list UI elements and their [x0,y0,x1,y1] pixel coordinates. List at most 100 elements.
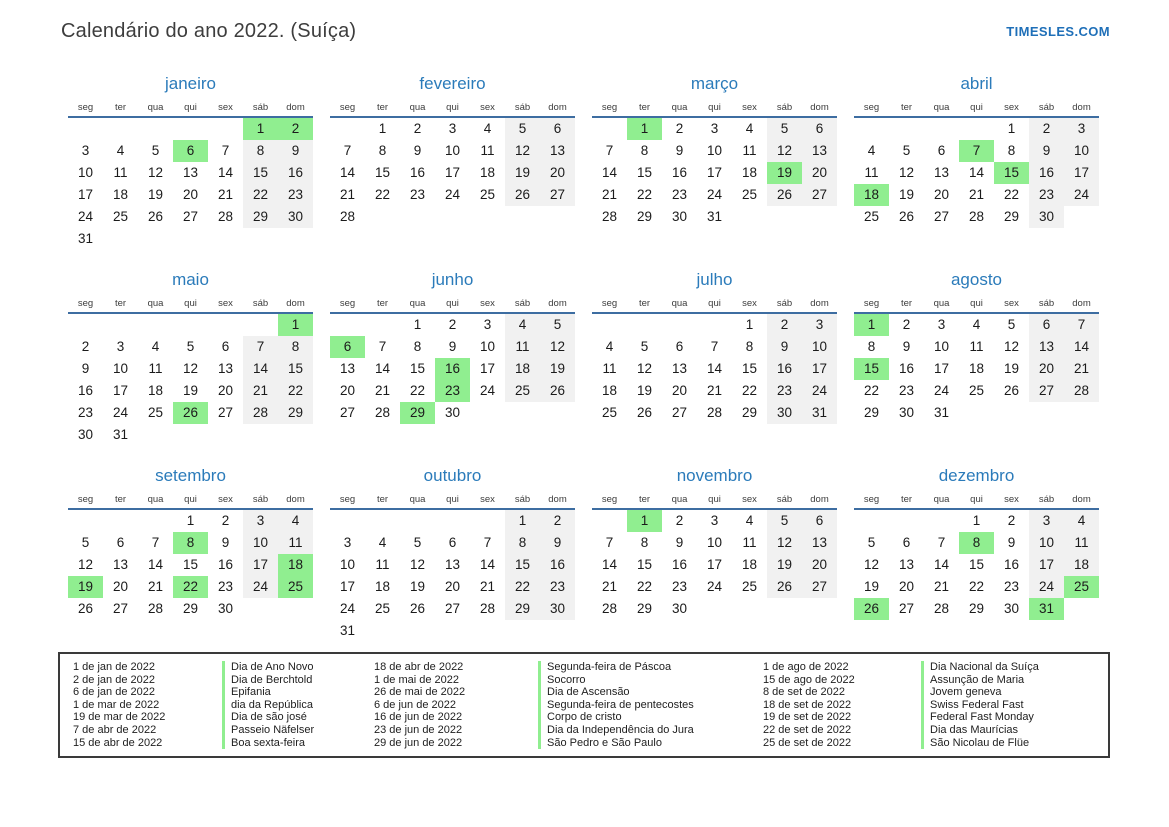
day-cell: 27 [444,601,461,616]
day-cell-holiday: 25 [278,576,313,598]
day-cell: 22 [636,187,653,202]
day-cell: 23 [898,383,915,398]
day-cell: 28 [601,209,618,224]
empty-cell [68,118,103,140]
week-row: 8 9 10 11 12 13 14 [854,336,1099,358]
day-cell-holiday: 15 [994,162,1029,184]
day-cell: 12 [898,165,915,180]
day-cell: 22 [505,576,540,598]
weekday-label: sáb [252,494,269,505]
empty-cell [68,314,103,336]
day-cell: 10 [77,165,94,180]
day-cell: 24 [1029,576,1064,598]
day-cell: 7 [243,336,278,358]
day-cell: 24 [444,187,461,202]
day-cell: 25 [968,383,985,398]
empty-cell [802,598,837,620]
empty-cell [138,314,173,336]
weekday-label: ter [114,494,127,505]
day-cell: 12 [147,165,164,180]
empty-cell [243,314,278,336]
legend-holiday-name: Assunção de Maria [921,673,1108,687]
day-cell: 23 [409,187,426,202]
empty-cell [400,206,435,228]
day-cell: 1 [413,317,422,332]
day-cell: 26 [505,184,540,206]
day-cell: 28 [601,601,618,616]
day-cell: 11 [864,165,879,180]
day-cell: 6 [1029,314,1064,336]
day-cell: 6 [937,143,946,158]
day-cell: 3 [710,513,719,528]
weekday-label: seg [601,494,618,505]
week-row: 7 8 9 10 11 12 13 [592,532,837,554]
day-cell: 5 [81,535,90,550]
day-cell: 9 [278,140,313,162]
day-cell: 15 [409,361,426,376]
day-cell: 3 [1029,510,1064,532]
day-cell: 7 [937,535,946,550]
week-row: 13 14 15 16 17 18 19 [330,358,575,380]
legend-date: 15 de ago de 2022 [763,673,855,686]
legend-holiday-name: Federal Fast Monday [921,711,1108,724]
weekday-label: qui [446,102,459,113]
day-cell: 25 [601,405,618,420]
day-cell: 11 [278,532,313,554]
day-cell: 30 [540,598,575,620]
day-cell: 15 [741,361,758,376]
empty-cell [138,118,173,140]
day-cell: 30 [1029,206,1064,228]
brand-link[interactable]: TIMESLES.COM [1006,24,1110,39]
day-cell-holiday: 6 [173,140,208,162]
day-cell: 7 [1064,314,1099,336]
day-cell: 18 [601,383,618,398]
day-cell: 26 [409,601,426,616]
weekday-label: sáb [776,494,793,505]
day-cell: 5 [151,143,160,158]
day-cell: 23 [540,576,575,598]
day-cell: 10 [706,535,723,550]
day-cell: 8 [640,535,649,550]
legend-dates-column: 18 de abr de 2022 1 de mai de 2022 26 de m… [374,661,538,749]
day-cell: 10 [444,143,461,158]
week-row: 20 21 22 23 24 25 26 [330,380,575,402]
day-cell: 16 [77,383,94,398]
day-cell-holiday: 1 [243,118,278,140]
day-cell: 6 [675,339,684,354]
day-cell: 9 [675,535,684,550]
day-cell: 15 [968,557,985,572]
day-cell: 14 [601,165,618,180]
day-cell: 23 [671,187,688,202]
empty-cell [540,402,575,424]
empty-cell [505,206,540,228]
day-cell: 13 [339,361,356,376]
day-cell: 3 [710,121,719,136]
day-cell: 31 [933,405,950,420]
day-cell: 9 [221,535,230,550]
week-row: 17 18 19 20 21 22 23 [68,184,313,206]
empty-cell [592,314,627,336]
empty-cell [1064,206,1099,228]
day-cell: 21 [339,187,356,202]
week-row: 1 [68,314,313,336]
empty-cell [627,314,662,336]
day-cell: 17 [933,361,950,376]
week-row: 29 30 31 [854,402,1099,424]
day-cell: 29 [636,209,653,224]
day-cell: 21 [1064,358,1099,380]
weekday-label: sex [742,102,757,113]
empty-cell [330,314,365,336]
day-cell: 23 [1003,579,1020,594]
week-row: 11 12 13 14 15 16 17 [592,358,837,380]
day-cell: 10 [933,339,950,354]
month-title: setembro [155,466,226,485]
legend-names-column: Dia de Ano Novo Dia de Berchtold Epifania d… [222,661,374,750]
day-cell: 1 [378,121,387,136]
weekday-label: ter [114,102,127,113]
day-cell: 7 [605,143,614,158]
week-row: 26 27 28 29 30 [68,598,313,620]
day-cell: 4 [867,143,876,158]
day-cell: 16 [671,557,688,572]
weekday-label: seg [863,102,880,113]
